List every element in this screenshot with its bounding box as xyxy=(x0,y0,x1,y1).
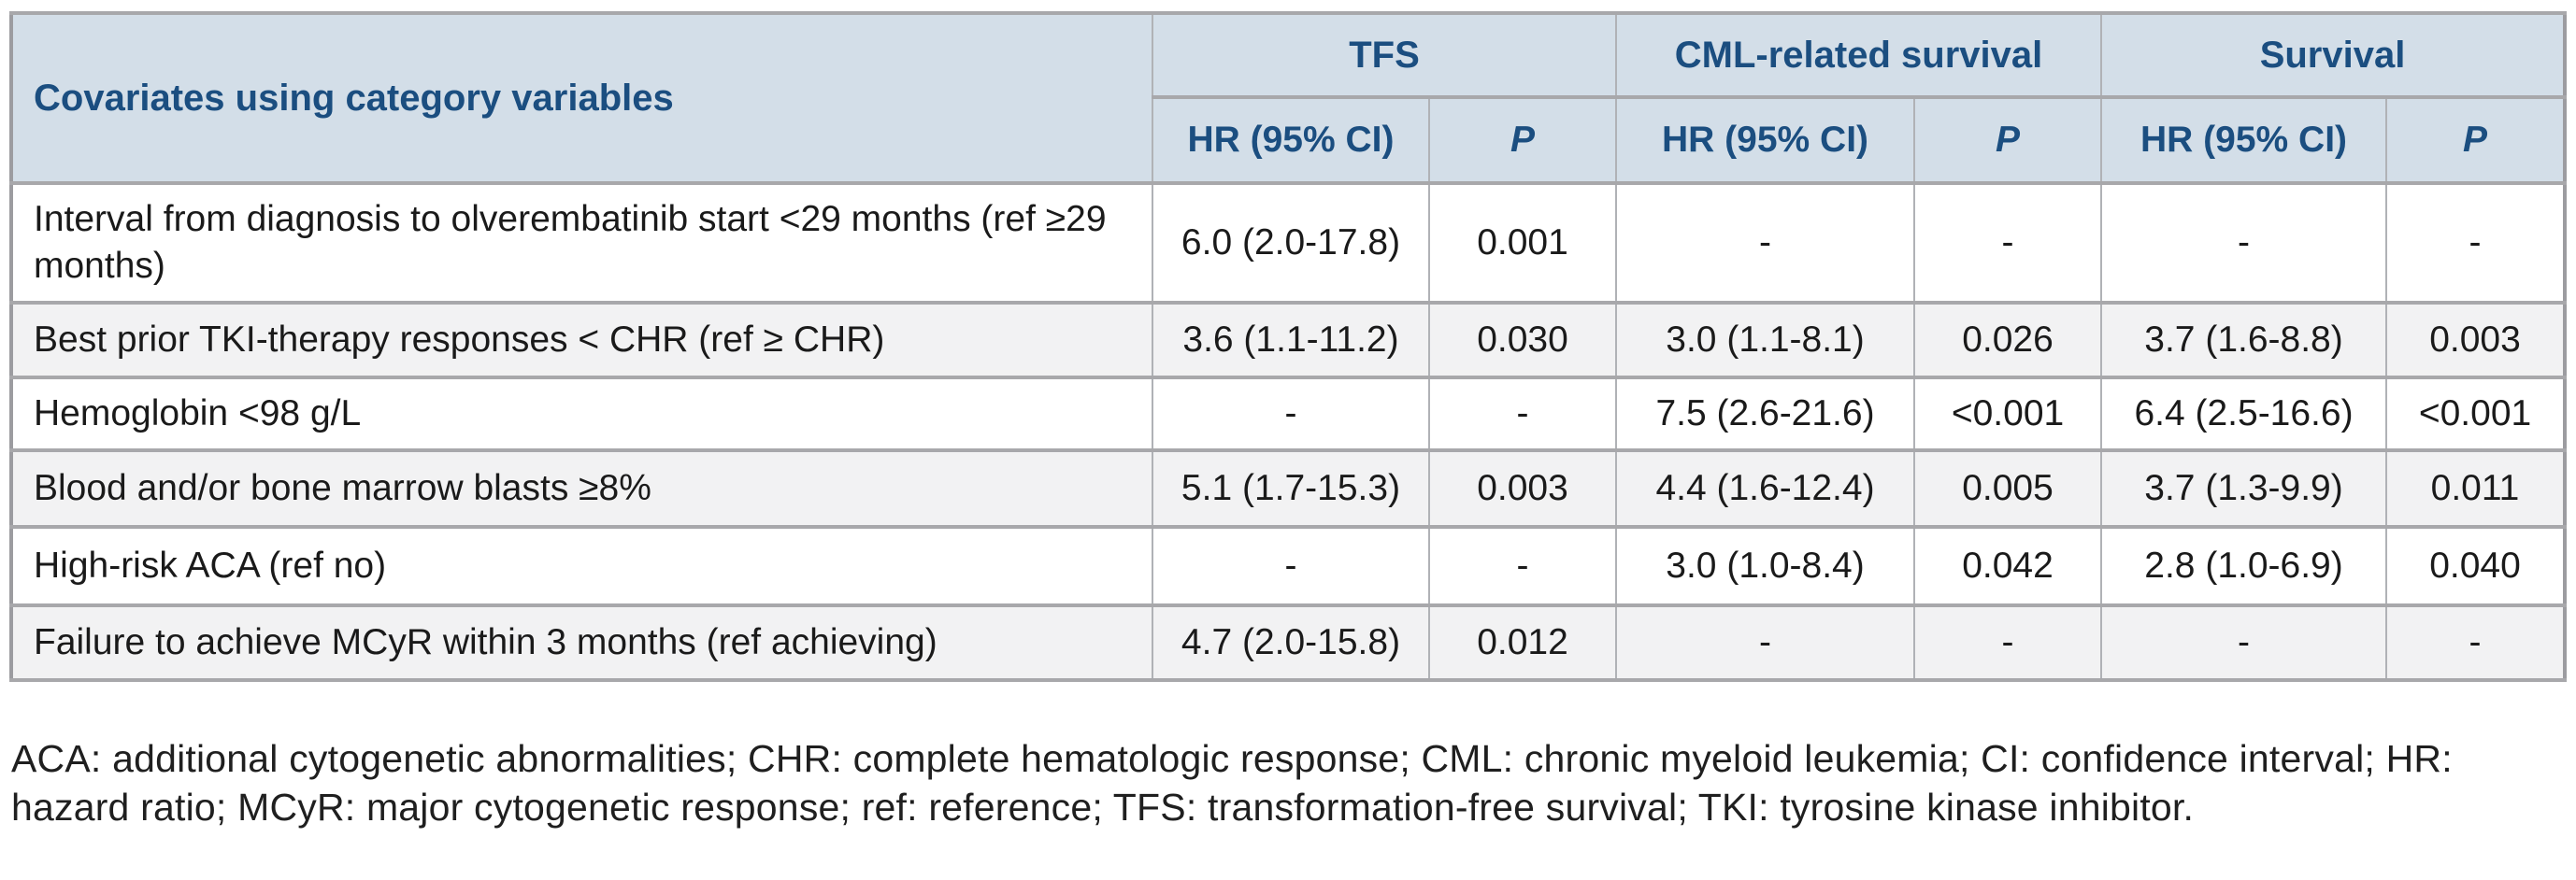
covariate-cell: Failure to achieve MCyR within 3 months … xyxy=(10,603,1153,682)
tfs-p-cell: 0.001 xyxy=(1427,181,1618,305)
covariates-column-header: Covariates using category variables xyxy=(10,11,1153,185)
survival-hr-header: HR (95% CI) xyxy=(2100,95,2388,185)
table-row: High-risk ACA (ref no) - - 3.0 (1.0-8.4)… xyxy=(10,525,2567,607)
tfs-p-header: P xyxy=(1427,95,1618,185)
cml-p-cell: 0.042 xyxy=(1913,525,2103,607)
cml-hr-cell: 3.0 (1.1-8.1) xyxy=(1615,301,1916,379)
multivariate-results-table: Covariates using category variables TFS … xyxy=(9,11,2568,682)
survival-hr-cell: 2.8 (1.0-6.9) xyxy=(2100,525,2388,607)
group-header-cml-related-survival: CML-related survival xyxy=(1615,11,2103,99)
table-row: Hemoglobin <98 g/L - - 7.5 (2.6-21.6) <0… xyxy=(10,376,2567,452)
tfs-p-cell: - xyxy=(1427,525,1618,607)
tfs-hr-header: HR (95% CI) xyxy=(1152,95,1430,185)
cml-hr-header: HR (95% CI) xyxy=(1615,95,1916,185)
covariate-cell: Interval from diagnosis to olverembatini… xyxy=(10,181,1153,305)
cml-p-cell: 0.005 xyxy=(1913,448,2103,529)
table-row: Best prior TKI-therapy responses < CHR (… xyxy=(10,301,2567,379)
tfs-p-cell: 0.003 xyxy=(1427,448,1618,529)
survival-p-cell: - xyxy=(2385,181,2567,305)
cml-p-header: P xyxy=(1913,95,2103,185)
covariate-cell: Blood and/or bone marrow blasts ≥8% xyxy=(10,448,1153,529)
tfs-hr-cell: 5.1 (1.7-15.3) xyxy=(1152,448,1430,529)
survival-p-cell: - xyxy=(2385,603,2567,682)
survival-hr-cell: 6.4 (2.5-16.6) xyxy=(2100,376,2388,452)
cml-hr-cell: 7.5 (2.6-21.6) xyxy=(1615,376,1916,452)
tfs-hr-cell: - xyxy=(1152,376,1430,452)
header-sub-row: HR (95% CI) P HR (95% CI) P HR (95% CI) … xyxy=(11,95,2567,185)
survival-hr-cell: 3.7 (1.6-8.8) xyxy=(2100,301,2388,379)
survival-hr-cell: - xyxy=(2100,181,2388,305)
cml-p-cell: 0.026 xyxy=(1913,301,2103,379)
cml-hr-cell: 4.4 (1.6-12.4) xyxy=(1615,448,1916,529)
cml-hr-cell: 3.0 (1.0-8.4) xyxy=(1615,525,1916,607)
survival-p-header: P xyxy=(2385,95,2567,185)
tfs-hr-cell: 3.6 (1.1-11.2) xyxy=(1152,301,1430,379)
survival-hr-cell: - xyxy=(2100,603,2388,682)
tfs-hr-cell: - xyxy=(1152,525,1430,607)
tfs-p-cell: 0.012 xyxy=(1427,603,1618,682)
cml-p-cell: - xyxy=(1913,603,2103,682)
cml-p-cell: - xyxy=(1913,181,2103,305)
survival-p-cell: 0.011 xyxy=(2385,448,2567,529)
survival-hr-cell: 3.7 (1.3-9.9) xyxy=(2100,448,2388,529)
covariate-cell: Hemoglobin <98 g/L xyxy=(10,376,1153,452)
table-row: Interval from diagnosis to olverembatini… xyxy=(10,181,2567,305)
covariate-cell: High-risk ACA (ref no) xyxy=(10,525,1153,607)
tfs-hr-cell: 6.0 (2.0-17.8) xyxy=(1152,181,1430,305)
survival-p-cell: 0.003 xyxy=(2385,301,2567,379)
cml-hr-cell: - xyxy=(1615,603,1916,682)
cml-p-cell: <0.001 xyxy=(1913,376,2103,452)
header-group-row: Covariates using category variables TFS … xyxy=(10,11,2567,185)
table-row: Failure to achieve MCyR within 3 months … xyxy=(10,603,2567,682)
group-header-survival: Survival xyxy=(2100,11,2567,99)
survival-p-cell: <0.001 xyxy=(2385,376,2567,452)
tfs-hr-cell: 4.7 (2.0-15.8) xyxy=(1152,603,1430,682)
abbreviations-footnote: ACA: additional cytogenetic abnormalitie… xyxy=(11,737,2453,829)
covariate-cell: Best prior TKI-therapy responses < CHR (… xyxy=(10,301,1153,379)
cml-hr-cell: - xyxy=(1615,181,1916,305)
table-row: Blood and/or bone marrow blasts ≥8% 5.1 … xyxy=(10,448,2567,529)
survival-p-cell: 0.040 xyxy=(2385,525,2567,607)
tfs-p-cell: 0.030 xyxy=(1427,301,1618,379)
group-header-tfs: TFS xyxy=(1151,11,1618,99)
tfs-p-cell: - xyxy=(1427,376,1618,452)
